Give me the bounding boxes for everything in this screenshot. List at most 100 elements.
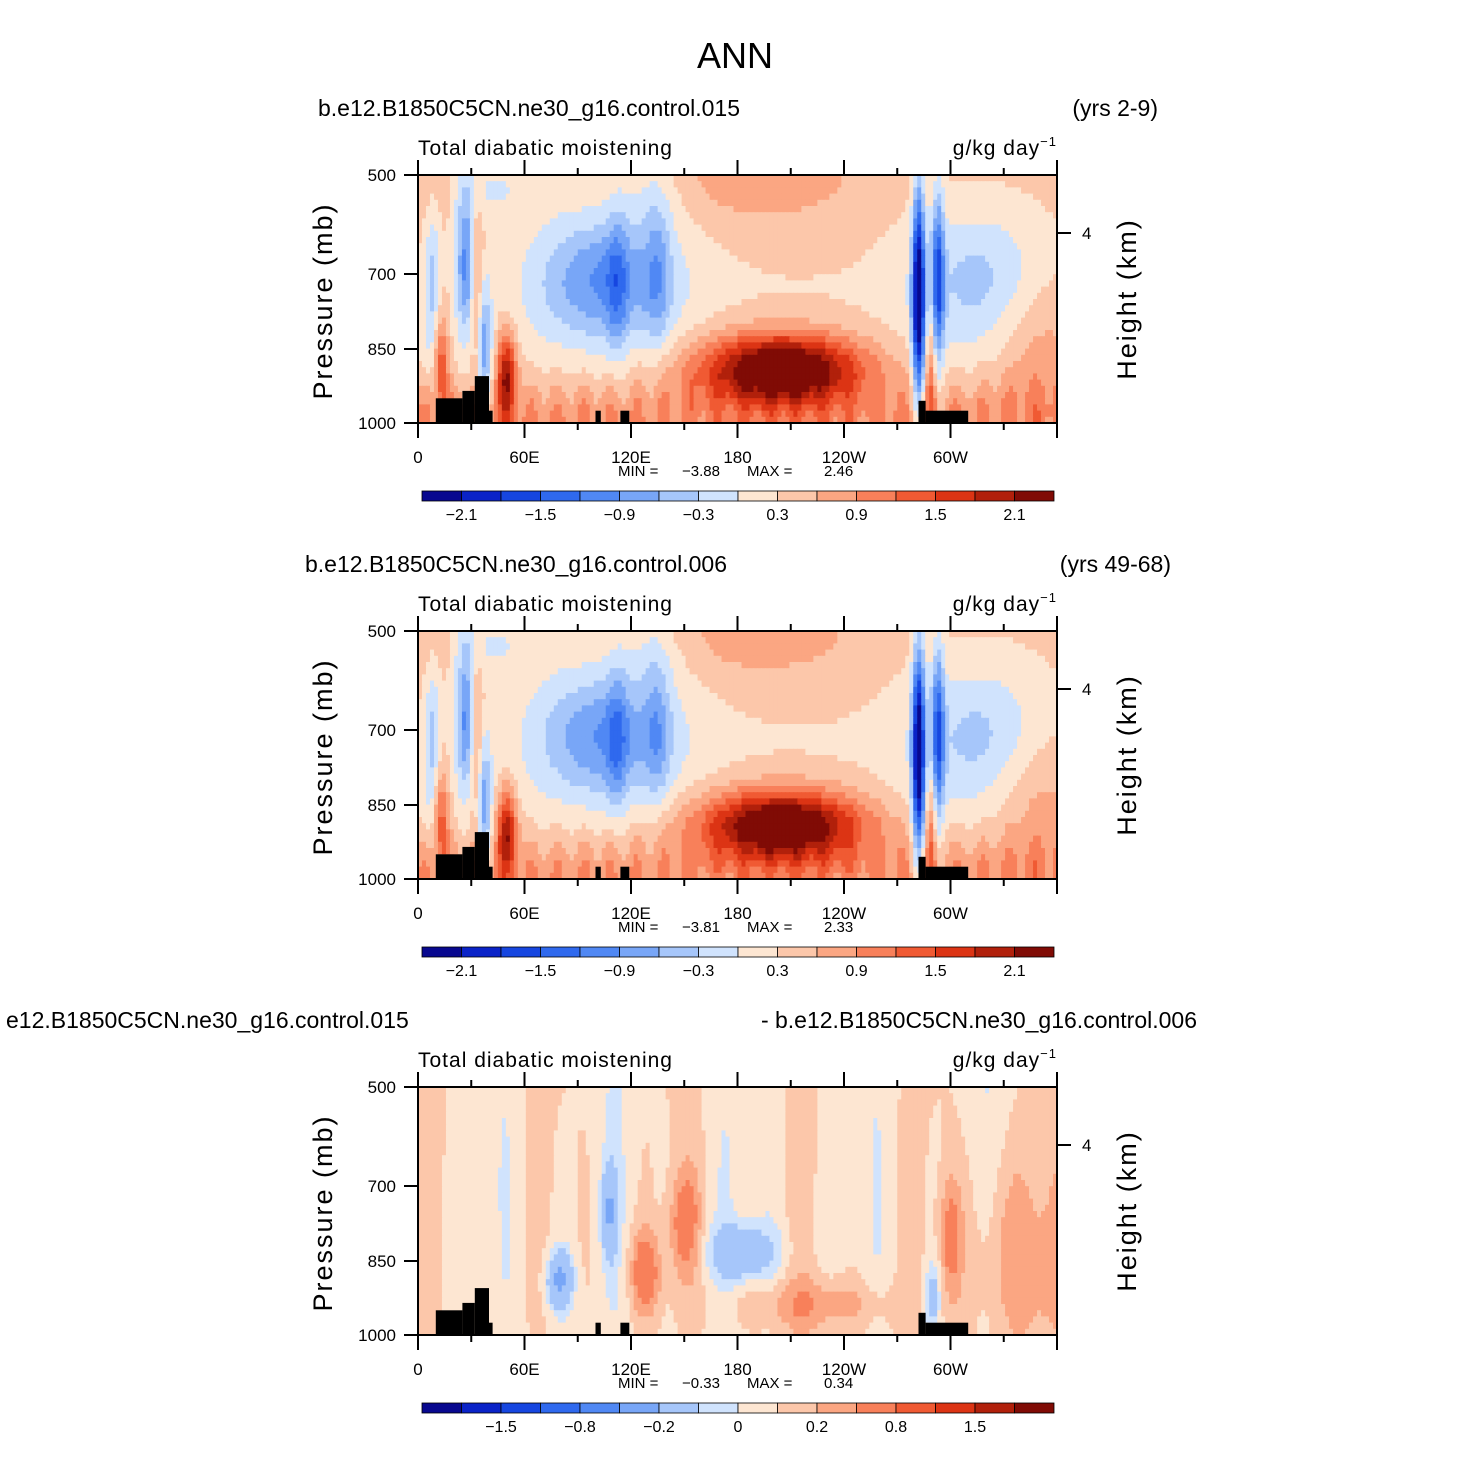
field-cell bbox=[1053, 274, 1058, 281]
field-cell bbox=[537, 230, 543, 238]
field-cell bbox=[837, 299, 842, 306]
field-cell bbox=[845, 199, 850, 207]
field-cell bbox=[565, 199, 571, 207]
field-cell bbox=[769, 230, 775, 238]
field-cell bbox=[697, 361, 703, 368]
field-cell bbox=[929, 249, 934, 257]
field-cell bbox=[861, 249, 866, 257]
field-cell bbox=[921, 175, 926, 182]
field-cell bbox=[917, 187, 922, 195]
field-cell bbox=[1041, 206, 1046, 213]
field-cell bbox=[621, 243, 627, 250]
field-cell bbox=[825, 361, 830, 368]
field-cell bbox=[569, 336, 575, 343]
field-cell bbox=[1017, 206, 1022, 213]
field-cell bbox=[741, 206, 747, 213]
field-cell bbox=[421, 243, 427, 250]
field-cell bbox=[749, 243, 755, 250]
field-cell bbox=[925, 348, 930, 356]
field-cell bbox=[953, 305, 958, 312]
field-cell bbox=[1033, 237, 1038, 244]
field-cell bbox=[505, 193, 511, 201]
field-cell bbox=[949, 206, 954, 213]
field-cell bbox=[857, 224, 862, 232]
field-cell bbox=[549, 199, 555, 207]
field-cell bbox=[809, 230, 814, 238]
field-cell bbox=[773, 317, 779, 325]
field-cell bbox=[761, 268, 767, 275]
field-cell bbox=[449, 199, 455, 207]
field-cell bbox=[593, 286, 599, 294]
field-cell bbox=[433, 311, 439, 319]
field-cell bbox=[905, 175, 910, 182]
field-cell bbox=[749, 199, 755, 207]
field-cell bbox=[601, 286, 607, 294]
field-cell bbox=[513, 175, 519, 182]
field-cell bbox=[933, 218, 938, 226]
field-cell bbox=[445, 342, 451, 350]
field-cell bbox=[977, 317, 982, 325]
field-cell bbox=[993, 175, 998, 182]
field-cell bbox=[981, 330, 986, 337]
field-cell bbox=[601, 237, 607, 244]
field-cell bbox=[1021, 261, 1026, 269]
field-cell bbox=[785, 243, 791, 250]
field-cell bbox=[749, 280, 755, 288]
field-cell bbox=[961, 280, 966, 288]
field-cell bbox=[533, 323, 539, 331]
field-cell bbox=[509, 218, 515, 226]
field-cell bbox=[853, 361, 858, 368]
field-cell bbox=[477, 268, 483, 275]
field-cell bbox=[445, 348, 451, 356]
field-cell bbox=[841, 268, 846, 275]
field-cell bbox=[1021, 249, 1026, 257]
field-cell bbox=[673, 206, 679, 213]
field-cell bbox=[957, 354, 962, 362]
field-cell bbox=[761, 323, 767, 331]
field-cell bbox=[829, 305, 834, 312]
field-cell bbox=[925, 323, 930, 331]
field-cell bbox=[457, 348, 463, 356]
field-cell bbox=[693, 181, 699, 188]
field-cell bbox=[1041, 230, 1046, 238]
field-cell bbox=[873, 305, 878, 312]
field-cell bbox=[765, 348, 771, 356]
field-cell bbox=[821, 292, 826, 300]
field-cell bbox=[921, 342, 926, 350]
field-cell bbox=[637, 342, 643, 350]
field-cell bbox=[881, 361, 886, 368]
field-cell bbox=[941, 193, 946, 201]
field-cell bbox=[445, 181, 451, 188]
field-cell bbox=[585, 181, 591, 188]
field-cell bbox=[917, 330, 922, 337]
field-cell bbox=[825, 354, 830, 362]
field-cell bbox=[765, 230, 771, 238]
field-cell bbox=[565, 175, 571, 182]
field-cell bbox=[741, 212, 747, 219]
field-cell bbox=[685, 299, 691, 306]
field-cell bbox=[453, 206, 459, 213]
field-cell bbox=[457, 224, 463, 232]
field-cell bbox=[717, 311, 723, 319]
field-cell bbox=[897, 299, 902, 306]
field-cell bbox=[889, 280, 894, 288]
field-cell bbox=[857, 311, 862, 319]
field-cell bbox=[905, 274, 910, 281]
field-cell bbox=[981, 224, 986, 232]
field-cell bbox=[565, 224, 571, 232]
field-cell bbox=[489, 299, 495, 306]
field-cell bbox=[641, 255, 647, 263]
field-cell bbox=[1017, 280, 1022, 288]
field-cell bbox=[493, 218, 499, 226]
field-cell bbox=[885, 181, 890, 188]
field-cell bbox=[525, 237, 531, 244]
field-cell bbox=[853, 311, 858, 319]
field-cell bbox=[837, 224, 842, 232]
field-cell bbox=[589, 175, 595, 182]
field-cell bbox=[1029, 243, 1034, 250]
field-cell bbox=[449, 224, 455, 232]
field-cell bbox=[461, 237, 467, 244]
field-cell bbox=[549, 237, 555, 244]
field-cell bbox=[689, 292, 695, 300]
field-cell bbox=[445, 193, 451, 201]
